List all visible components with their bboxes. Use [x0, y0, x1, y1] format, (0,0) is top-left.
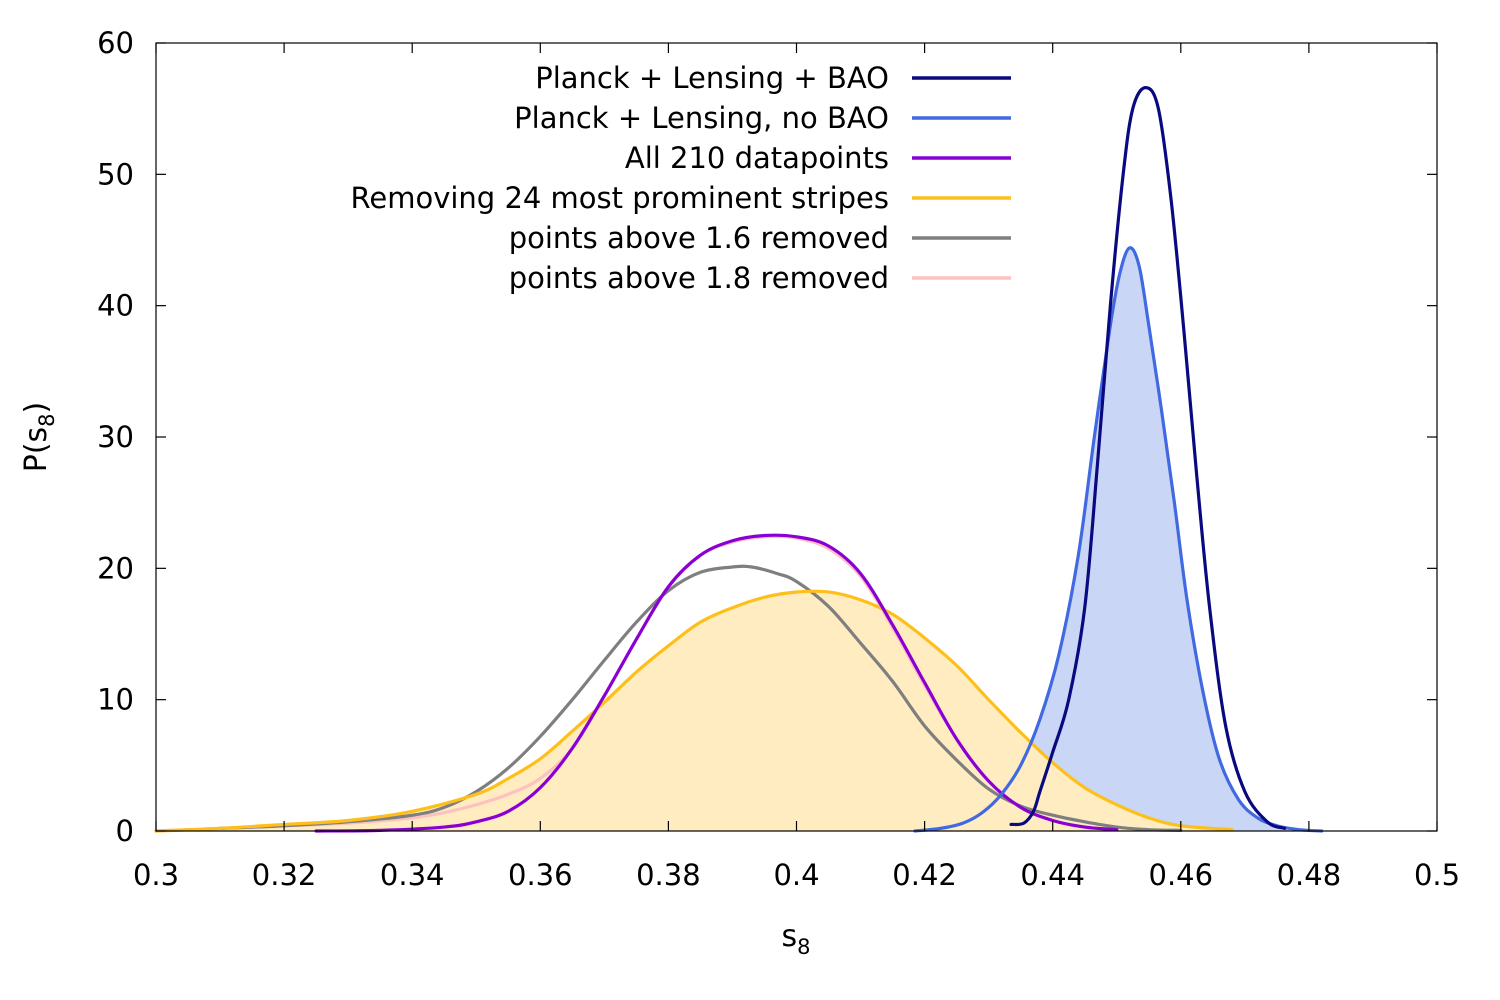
legend-item-planck-lensing-bao: Planck + Lensing + BAO: [535, 61, 1011, 95]
x-tick-label: 0.44: [1020, 858, 1085, 892]
legend-item-points-above-1-8-removed: points above 1.8 removed: [509, 261, 1011, 295]
x-tick-label: 0.32: [252, 858, 317, 892]
legend-item-removing-24-most-prominent-stripes: Removing 24 most prominent stripes: [351, 181, 1011, 215]
legend-label: Planck + Lensing, no BAO: [514, 101, 889, 135]
x-tick-label: 0.3: [133, 858, 179, 892]
legend-item-all-210-datapoints: All 210 datapoints: [625, 141, 1011, 175]
y-tick-labels: 0 10 20 30 40 50 60: [97, 26, 134, 848]
series-fills: [156, 247, 1322, 831]
legend: Planck + Lensing + BAO Planck + Lensing, …: [351, 61, 1011, 295]
y-tick-label: 40: [97, 289, 134, 323]
y-tick-label: 50: [97, 157, 134, 191]
y-tick-label: 10: [97, 683, 134, 717]
x-tick-labels: 0.3 0.32 0.34 0.36 0.38 0.4 0.42 0.44 0.46 0.48 0.…: [133, 858, 1460, 892]
x-tick-label: 0.48: [1277, 858, 1342, 892]
y-axis-label: P(s8): [19, 402, 59, 473]
line-planck-lensing-bao: [1009, 86, 1287, 830]
x-axis-label: s8: [781, 919, 810, 959]
area-removing-24-most-prominent-stripes: [156, 591, 1233, 831]
line-removing-24-most-prominent-stripes: [154, 589, 1234, 833]
line-all-210-datapoints: [314, 533, 1119, 833]
legend-label: points above 1.6 removed: [509, 221, 889, 255]
y-tick-label: 60: [97, 26, 134, 60]
y-tick-label: 20: [97, 551, 134, 585]
x-tick-label: 0.34: [380, 858, 445, 892]
legend-item-planck-lensing-no-bao: Planck + Lensing, no BAO: [514, 101, 1011, 135]
x-tick-label: 0.4: [773, 858, 819, 892]
x-tick-label: 0.36: [508, 858, 573, 892]
y-tick-label: 30: [97, 420, 134, 454]
x-tick-label: 0.5: [1414, 858, 1460, 892]
axis-ticks: [155, 42, 1438, 832]
y-tick-label: 0: [116, 814, 134, 848]
legend-label: Planck + Lensing + BAO: [535, 61, 889, 95]
x-tick-label: 0.46: [1149, 858, 1214, 892]
line-planck-lensing-no-bao: [913, 246, 1324, 833]
legend-item-points-above-1-6-removed: points above 1.6 removed: [509, 221, 1011, 255]
x-tick-label: 0.38: [636, 858, 701, 892]
line-points-above-1-6-removed: [218, 564, 1183, 832]
legend-label: Removing 24 most prominent stripes: [351, 181, 889, 215]
x-tick-label: 0.42: [892, 858, 957, 892]
legend-label: points above 1.8 removed: [509, 261, 889, 295]
series-lines: [154, 86, 1324, 833]
legend-label: All 210 datapoints: [625, 141, 889, 175]
area-planck-lensing-no-bao: [914, 247, 1322, 831]
